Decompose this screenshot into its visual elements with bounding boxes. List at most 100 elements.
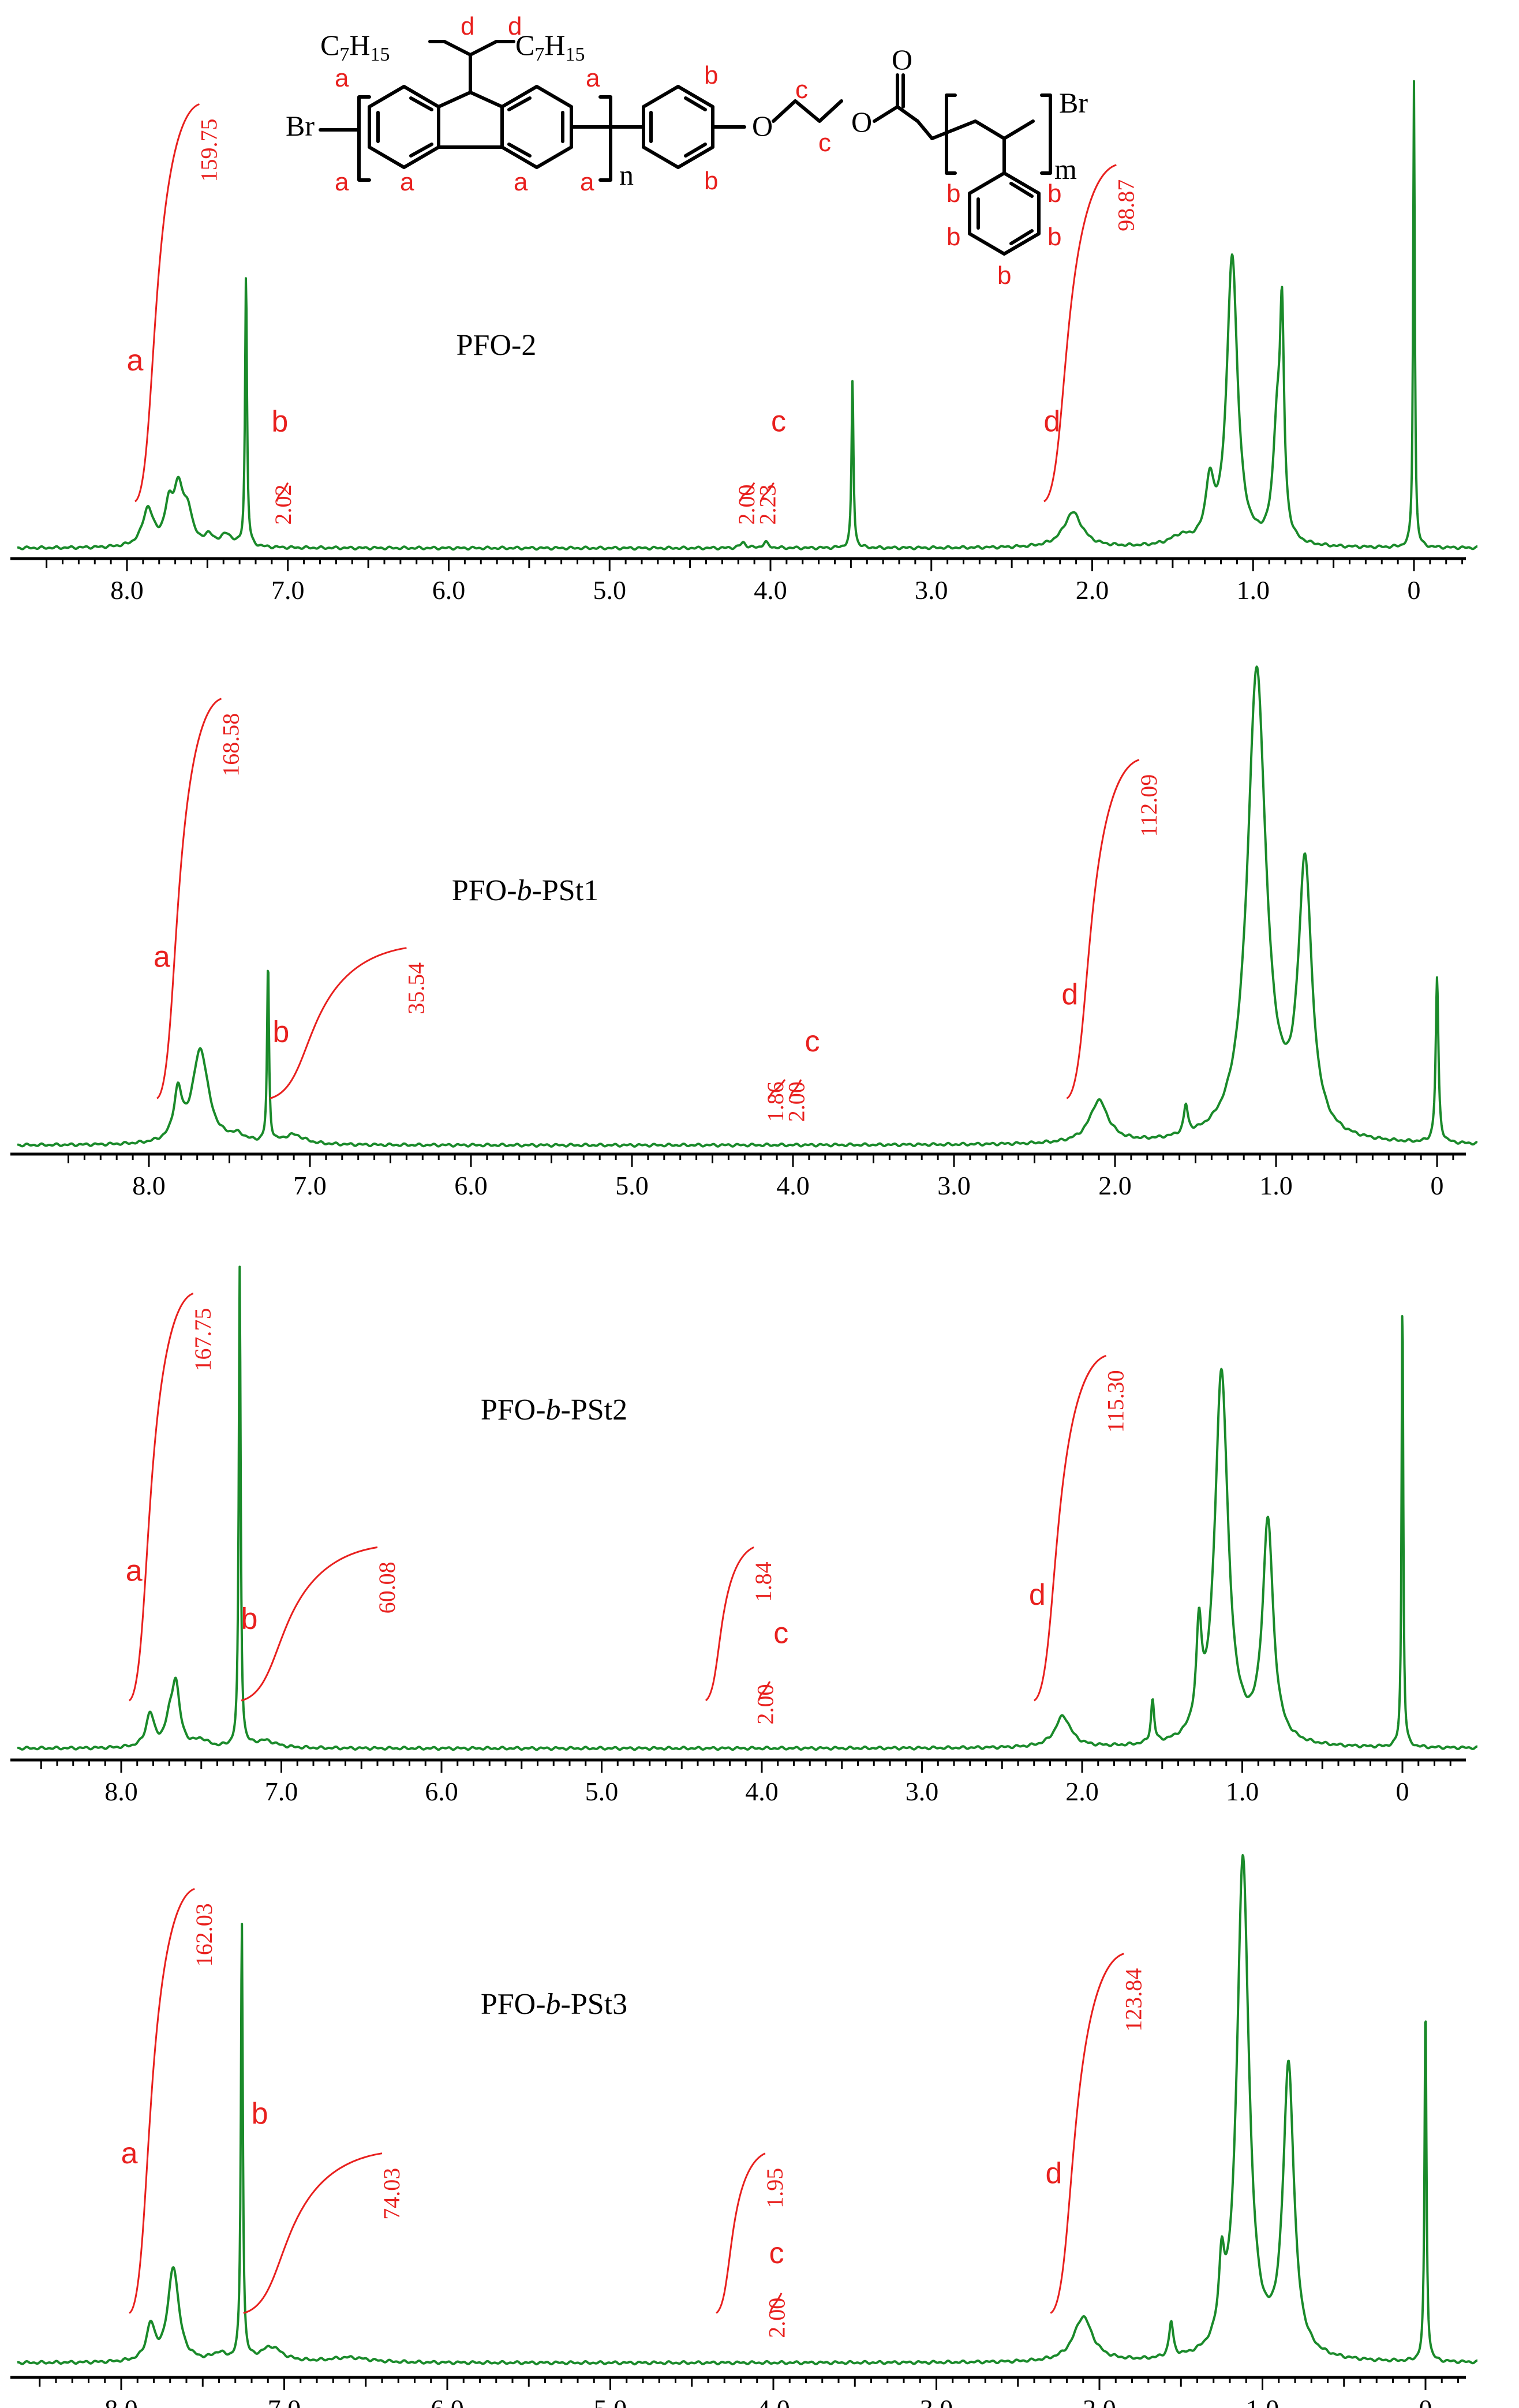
integral-curve xyxy=(768,1079,786,1099)
repeat-m-label: m xyxy=(1054,153,1077,185)
x-tick-label: 7.0 xyxy=(265,1777,298,1806)
peak-label: a xyxy=(126,344,143,377)
spectra-panels: 8.0 7.0 6.0 5.0 4.0 3.0 2.0 1.0 0 PFO-2 a b c d 159.75… xyxy=(10,80,1478,2408)
peak-label: b xyxy=(271,405,288,439)
integral-value: 167.75 xyxy=(190,1308,216,1372)
peak-label: d xyxy=(1061,978,1078,1012)
integral-curve xyxy=(1066,759,1140,1099)
peak-label: a xyxy=(126,1555,143,1588)
struct-label-a6: a xyxy=(580,168,594,196)
integral-curve xyxy=(716,2152,766,2314)
struct-label-a2: a xyxy=(586,64,600,92)
peak-label: d xyxy=(1029,1578,1046,1612)
struct-label-a3: a xyxy=(335,168,349,196)
phenoxy-ring xyxy=(642,85,714,169)
x-tick-label: 4.0 xyxy=(776,1171,810,1200)
carbonyl-oxygen: O xyxy=(892,43,912,76)
peak-label: a xyxy=(121,2137,138,2170)
peak-label: d xyxy=(1043,405,1060,439)
integral-value: 98.87 xyxy=(1113,179,1139,231)
bracket-n-left xyxy=(357,95,371,182)
ester-oxygen: O xyxy=(851,106,872,138)
spectrum-line xyxy=(17,1854,1478,2366)
x-tick-label: 0 xyxy=(1396,1777,1409,1806)
integral-value: 74.03 xyxy=(379,2168,405,2220)
x-tick-label: 5.0 xyxy=(593,575,627,605)
x-tick-label: 4.0 xyxy=(754,575,787,605)
integral-value: 2.02 xyxy=(270,485,296,525)
x-tick-label: 7.0 xyxy=(271,575,305,605)
substituent-left: C7H15 xyxy=(320,29,390,65)
struct-label-d2: d xyxy=(508,12,522,40)
peak-label: b xyxy=(252,2097,268,2130)
x-tick-label: 3.0 xyxy=(920,2394,953,2408)
end-group-left: Br xyxy=(286,110,315,142)
x-tick-label: 5.0 xyxy=(594,2394,627,2408)
sample-label: PFO-b-PSt3 xyxy=(481,1988,627,2021)
x-tick-label: 8.0 xyxy=(110,575,144,605)
chemical-structure: Br xyxy=(286,40,1052,256)
struct-label-b5: b xyxy=(946,223,960,251)
x-tick-label: 2.0 xyxy=(1098,1171,1132,1200)
x-tick-label: 2.0 xyxy=(1083,2394,1116,2408)
peak-label: b xyxy=(241,1602,258,1636)
integral-curve xyxy=(134,103,200,503)
bracket-n-right xyxy=(598,95,612,182)
integral-value: 1.84 xyxy=(750,1561,776,1602)
spectrum-panel: 8.0 7.0 6.0 5.0 4.0 3.0 2.0 1.0 0 PFO-b-PSt1 a b c d 1… xyxy=(10,665,1478,1200)
struct-label-c1: c xyxy=(795,76,808,104)
integral-curve xyxy=(758,1681,771,1701)
x-tick-label: 5.0 xyxy=(615,1171,649,1200)
integral-curve xyxy=(769,2293,783,2313)
x-tick-label: 1.0 xyxy=(1246,2394,1279,2408)
integral-value: 159.75 xyxy=(196,119,222,182)
structure-text: C7H15 C7H15 n O O O m Br d d a a a a a a… xyxy=(320,12,1088,290)
struct-label-d1: d xyxy=(461,12,474,40)
x-tick-label: 1.0 xyxy=(1237,575,1270,605)
peak-label: b xyxy=(272,1016,289,1049)
x-tick-label: 0 xyxy=(1419,2394,1432,2408)
sample-label: PFO-2 xyxy=(457,329,537,362)
x-tick-label: 6.0 xyxy=(432,575,466,605)
integral-value: 162.03 xyxy=(191,1903,217,1967)
integral-value: 2.00 xyxy=(734,485,760,525)
spectrum-line xyxy=(17,80,1478,551)
x-tick-label: 5.0 xyxy=(585,1777,619,1806)
integral-value: 168.58 xyxy=(218,713,244,777)
repeat-n-label: n xyxy=(619,159,634,191)
x-tick-label: 4.0 xyxy=(745,1777,779,1806)
struct-label-a4: a xyxy=(400,168,414,196)
x-tick-label: 8.0 xyxy=(104,2394,138,2408)
fluorene-ring-five xyxy=(437,91,504,108)
x-tick-label: 0 xyxy=(1431,1171,1444,1200)
substituent-right: C7H15 xyxy=(515,29,585,65)
struct-label-b4: b xyxy=(1047,179,1061,208)
integral-value: 1.95 xyxy=(762,2168,788,2208)
integral-curve xyxy=(705,1546,754,1702)
x-tick-label: 8.0 xyxy=(104,1777,138,1806)
x-tick-label: 1.0 xyxy=(1259,1171,1293,1200)
x-tick-label: 3.0 xyxy=(937,1171,971,1200)
struct-label-a5: a xyxy=(514,168,528,196)
peak-label: c xyxy=(773,1616,788,1650)
x-tick-label: 0 xyxy=(1408,575,1421,605)
integral-curve xyxy=(269,947,407,1099)
spectrum-panel: 8.0 7.0 6.0 5.0 4.0 3.0 2.0 1.0 0 PFO-2 a b c d 159.75… xyxy=(10,80,1478,605)
x-tick-label: 3.0 xyxy=(906,1777,939,1806)
peak-label: c xyxy=(769,2237,784,2270)
integral-curve xyxy=(1033,1354,1107,1702)
bracket-m-right xyxy=(1040,93,1052,175)
integral-value: 1.86 xyxy=(762,1081,788,1122)
integral-value: 115.30 xyxy=(1103,1370,1129,1433)
peak-label: d xyxy=(1045,2157,1062,2190)
integral-curve xyxy=(760,482,775,502)
fluorene-ring-right xyxy=(500,85,573,169)
integral-curve xyxy=(128,1293,194,1702)
spectrum-line xyxy=(17,1265,1478,1751)
integral-value: 2.00 xyxy=(783,1081,809,1122)
struct-label-b7: b xyxy=(997,261,1011,290)
peak-label: c xyxy=(771,405,786,439)
integral-curve xyxy=(129,1888,195,2314)
struct-label-c2: c xyxy=(818,129,831,157)
struct-label-b6: b xyxy=(1047,223,1061,251)
